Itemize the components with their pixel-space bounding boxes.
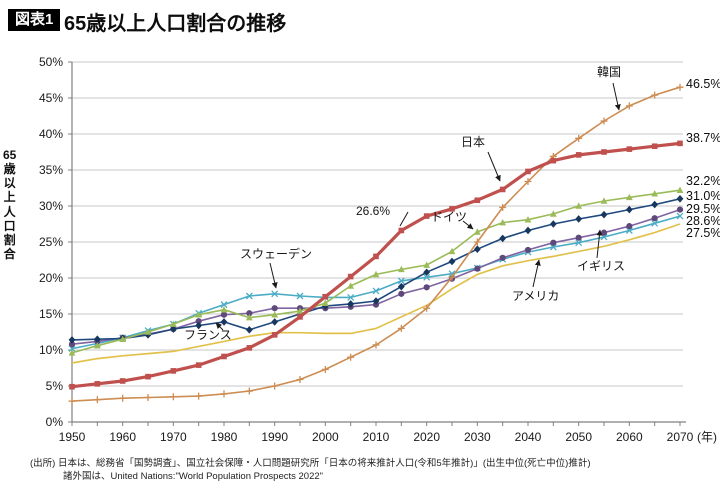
annotation-label-value-2015-japan: 26.6% (356, 204, 391, 218)
annotation-label-usa: アメリカ (512, 289, 560, 303)
svg-text:1980: 1980 (211, 430, 238, 444)
source-note-line2: 諸外国は、United Nations:"World Population Pr… (63, 471, 324, 482)
series-line-usa (71, 223, 681, 364)
annotation-label-uk: イギリス (577, 259, 626, 273)
svg-text:1950: 1950 (59, 430, 86, 444)
axes (68, 61, 686, 426)
svg-text:2000: 2000 (312, 430, 339, 444)
annotation-arrow-korea (612, 82, 621, 111)
annotation-arrow-japan (487, 151, 501, 182)
end-label-usa: 27.5% (686, 226, 720, 240)
series-markers-germany (68, 186, 684, 356)
svg-text:50%: 50% (39, 55, 63, 69)
chart-grid (72, 61, 683, 387)
source-note-line1: (出所) 日本は、総務省「国勢調査」、国立社会保障・人口問題研究所「日本の将来推… (30, 458, 591, 469)
svg-text:1990: 1990 (261, 430, 288, 444)
svg-text:2020: 2020 (413, 430, 440, 444)
annotation-arrow-france (215, 322, 224, 331)
svg-text:1970: 1970 (160, 430, 187, 444)
annotation-label-japan: 日本 (461, 135, 486, 149)
svg-text:45%: 45% (39, 91, 63, 105)
series-markers-japan (69, 140, 683, 390)
annotation-label-germany: ドイツ (431, 210, 468, 224)
annotation-arrow-usa (532, 259, 541, 288)
svg-text:15%: 15% (39, 307, 63, 321)
y-axis-title-char: 上 (3, 190, 16, 205)
y-axis-title-char: 口 (3, 218, 16, 233)
end-label-sweden: 28.6% (686, 214, 720, 228)
x-axis-labels: 1950 1960 1970 1980 1990 2000 2010 2020 2030 2040… (59, 430, 717, 444)
svg-text:2050: 2050 (565, 430, 592, 444)
svg-text:2010: 2010 (363, 430, 390, 444)
annotation-arrow-germany (462, 220, 474, 230)
chart-title: 65歳以上人口割合の推移 (64, 13, 287, 35)
svg-text:30%: 30% (39, 199, 63, 213)
y-axis-title-char: 以 (3, 176, 16, 191)
svg-text:20%: 20% (39, 271, 63, 285)
svg-text:2070: 2070 (667, 430, 694, 444)
y-axis-title: 65 歳以上人口割合 (3, 148, 16, 261)
svg-text:2060: 2060 (616, 430, 643, 444)
end-label-korea: 46.5% (686, 77, 720, 91)
svg-text:35%: 35% (39, 163, 63, 177)
annotation-arrow-value-2015-japan (399, 211, 409, 227)
y-axis-title-char: 歳 (3, 162, 16, 177)
x-axis-unit: (年) (697, 430, 717, 444)
end-value-labels: 27.5%28.6%29.5%31.0%32.2% 46.5% 38.7% (686, 77, 720, 240)
chart-header: 図表1 65歳以上人口割合の推移 (0, 0, 720, 40)
series-markers-korea (68, 83, 684, 405)
y-axis-labels: 0% 5% 10% 15% 20% 25% 30% 35% 40% 45% 50% (39, 55, 63, 429)
svg-text:2040: 2040 (515, 430, 542, 444)
svg-text:25%: 25% (39, 235, 63, 249)
end-label-uk: 29.5% (686, 202, 720, 216)
svg-text:10%: 10% (39, 343, 63, 357)
svg-text:5%: 5% (46, 379, 64, 393)
end-label-france: 31.0% (686, 189, 720, 203)
figure-number-badge: 図表1 (8, 9, 61, 31)
series-markers-france (68, 195, 684, 344)
svg-text:2030: 2030 (464, 430, 491, 444)
end-label-japan: 38.7% (686, 131, 720, 145)
svg-text:1960: 1960 (109, 430, 136, 444)
annotation-label-france: フランス (184, 328, 232, 342)
annotation-label-korea: 韓国 (597, 65, 622, 79)
annotation-arrow-uk (596, 229, 603, 259)
end-label-germany: 32.2% (686, 174, 720, 188)
annotation-arrows (215, 82, 621, 331)
y-axis-title-char: 割 (3, 232, 16, 247)
annotation-label-sweden: スウェーデン (240, 247, 313, 261)
svg-text:0%: 0% (46, 415, 64, 429)
svg-text:40%: 40% (39, 127, 63, 141)
annotation-arrow-sweden (269, 262, 278, 289)
y-axis-title-char: 65 (3, 148, 17, 162)
y-axis-title-char: 人 (3, 204, 16, 219)
y-axis-title-char: 合 (3, 247, 16, 262)
